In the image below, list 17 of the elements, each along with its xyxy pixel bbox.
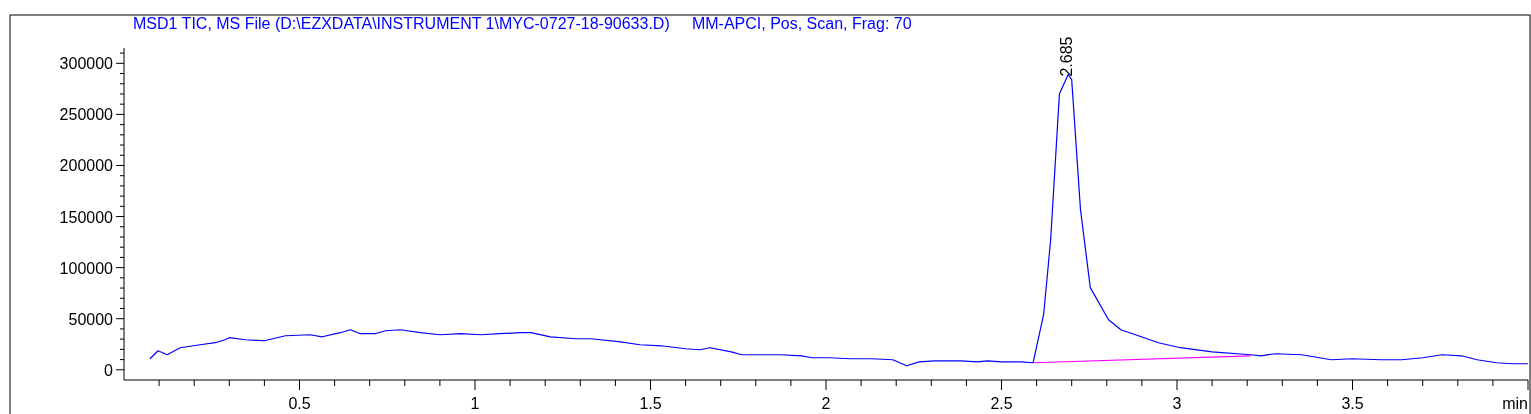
annotation: 2.685 (1058, 36, 1076, 77)
chart-title: MSD1 TIC, MS File (D:\EZXDATA\INSTRUMENT 1\MYC-0727-18-90633.D) MM-APCI, Pos, Scan, Frag: 70 (133, 15, 912, 32)
x-tick-label: 0.5 (288, 395, 311, 412)
y-tick-label: 200000 (59, 157, 114, 175)
y-tick-label: 150000 (59, 208, 114, 226)
x-tick-label: min (1502, 395, 1528, 412)
y-tick-label: 250000 (59, 106, 114, 124)
x-tick-label: 1.5 (639, 395, 662, 412)
x-tick-label: 3.5 (1341, 395, 1364, 412)
y-tick-label: 100000 (59, 259, 114, 277)
x-tick-label: 1 (470, 395, 480, 412)
x-tick-label: 3 (1172, 395, 1182, 412)
y-tick-label: 300000 (59, 55, 114, 73)
y-tick-label: 0 (104, 361, 114, 379)
y-tick-label: 50000 (68, 310, 114, 328)
x-tick-label: 2.5 (990, 395, 1013, 412)
x-tick-label: 2 (821, 395, 831, 412)
